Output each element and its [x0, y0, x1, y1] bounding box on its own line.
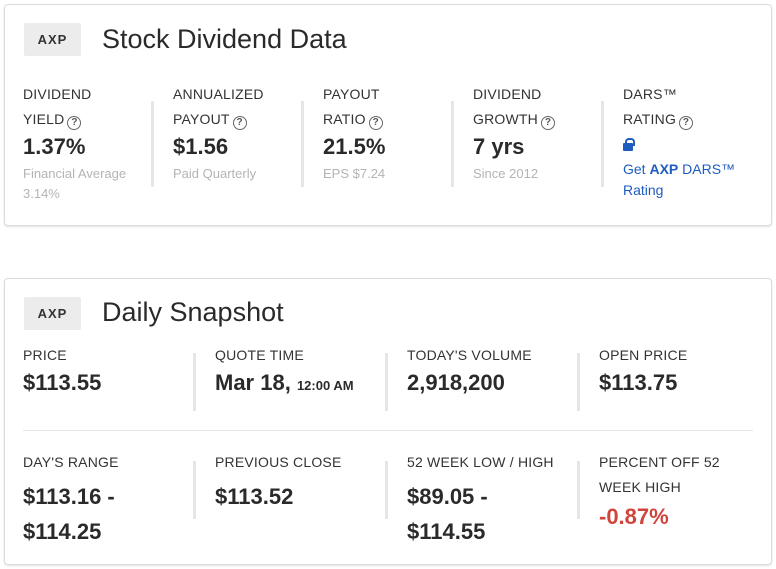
link-ticker[interactable]: AXP: [649, 161, 679, 177]
metric-value: $1.56: [173, 134, 229, 159]
lock-icon: [623, 138, 635, 151]
metric-value: 2,918,200: [407, 370, 505, 395]
metric-value: $114.25: [23, 519, 102, 544]
help-icon[interactable]: ?: [232, 116, 247, 130]
column-divider: [577, 353, 580, 411]
link-text[interactable]: Get: [623, 161, 650, 177]
metric-label: RATIO: [323, 111, 366, 127]
metric-value: $113.55: [23, 370, 102, 395]
help-icon[interactable]: ?: [368, 116, 383, 130]
metric-label: TODAY'S VOLUME: [407, 347, 532, 363]
metric-time: 12:00 AM: [296, 378, 354, 393]
card-title: Stock Dividend Data: [102, 24, 347, 54]
column-divider: [451, 101, 454, 187]
column-divider: [577, 461, 580, 519]
metric-label: DIVIDEND: [23, 86, 92, 102]
column-divider: [301, 101, 304, 187]
metric-label: 52 WEEK LOW / HIGH: [407, 454, 554, 470]
daily-snapshot-card: AXP Daily Snapshot PRICE $113.55 QUOTE T…: [4, 278, 772, 565]
help-icon[interactable]: ?: [679, 116, 694, 130]
metric-value: Mar 18,: [215, 370, 291, 395]
column-divider: [385, 353, 388, 411]
metric-value: 1.37%: [23, 134, 86, 159]
ticker-badge: AXP: [24, 23, 81, 56]
metric-label: OPEN PRICE: [599, 347, 688, 363]
help-icon[interactable]: ?: [67, 116, 82, 130]
metric-value: $114.55: [407, 519, 486, 544]
metric-dars-rating: DARS™ RATING? Get AXP DARS™ Rating: [623, 82, 763, 201]
metric-label: PERCENT OFF 52: [599, 454, 720, 470]
metric-dividend-growth: DIVIDEND GROWTH? 7 yrs Since 2012: [473, 82, 598, 184]
metric-label: PAYOUT: [173, 111, 230, 127]
metric-subtext: EPS $7.24: [323, 166, 386, 181]
ticker-badge: AXP: [24, 297, 81, 330]
metric-label: RATING: [623, 111, 677, 127]
metric-subtext: Since 2012: [473, 166, 539, 181]
metric-days-range: DAY'S RANGE $113.16 - $114.25: [23, 450, 119, 549]
metric-percent-off-52-week-high: PERCENT OFF 52 WEEK HIGH -0.87%: [599, 450, 720, 530]
metric-value-negative: -0.87%: [599, 504, 669, 529]
metric-open-price: OPEN PRICE $113.75: [599, 343, 687, 396]
column-divider: [151, 101, 154, 187]
get-dars-rating-link[interactable]: Get AXP DARS™ Rating: [623, 159, 763, 201]
metric-label: ANNUALIZED: [173, 86, 264, 102]
metric-label: DAY'S RANGE: [23, 454, 119, 470]
metric-label: PRICE: [23, 347, 67, 363]
row-divider: [23, 430, 753, 431]
metric-dividend-yield: DIVIDEND YIELD? 1.37% Financial Average …: [23, 82, 148, 204]
metric-label: YIELD: [23, 111, 65, 127]
metric-label: DARS™: [623, 86, 677, 102]
metric-subtext: Financial Average 3.14%: [23, 166, 127, 201]
metric-value: $89.05 -: [407, 484, 488, 509]
metric-subtext: Paid Quarterly: [173, 166, 257, 181]
metric-value: $113.75: [599, 370, 678, 395]
metric-price: PRICE $113.55: [23, 343, 101, 396]
column-divider: [193, 353, 196, 411]
column-divider: [193, 461, 196, 519]
metric-52-week-low-high: 52 WEEK LOW / HIGH $89.05 - $114.55: [407, 450, 554, 549]
help-icon[interactable]: ?: [540, 116, 555, 130]
metric-previous-close: PREVIOUS CLOSE $113.52: [215, 450, 342, 514]
link-text[interactable]: Rating: [623, 182, 664, 198]
metric-label: WEEK HIGH: [599, 479, 681, 495]
link-text[interactable]: DARS™: [678, 161, 736, 177]
metric-todays-volume: TODAY'S VOLUME 2,918,200: [407, 343, 532, 396]
metric-label: GROWTH: [473, 111, 538, 127]
metric-label: DIVIDEND: [473, 86, 542, 102]
column-divider: [385, 461, 388, 519]
metric-payout-ratio: PAYOUT RATIO? 21.5% EPS $7.24: [323, 82, 448, 184]
metric-value: 7 yrs: [473, 134, 525, 159]
metric-value: 21.5%: [323, 134, 386, 159]
metric-quote-time: QUOTE TIME Mar 18, 12:00 AM: [215, 343, 354, 396]
column-divider: [601, 101, 604, 187]
metric-value: $113.16 -: [23, 484, 115, 509]
metric-label: PREVIOUS CLOSE: [215, 454, 342, 470]
metric-value: $113.52: [215, 484, 294, 509]
metric-label: PAYOUT: [323, 86, 380, 102]
metric-annualized-payout: ANNUALIZED PAYOUT? $1.56 Paid Quarterly: [173, 82, 298, 184]
dividend-data-card: AXP Stock Dividend Data DIVIDEND YIELD? …: [4, 4, 772, 226]
metric-label: QUOTE TIME: [215, 347, 304, 363]
card-title: Daily Snapshot: [102, 297, 284, 327]
